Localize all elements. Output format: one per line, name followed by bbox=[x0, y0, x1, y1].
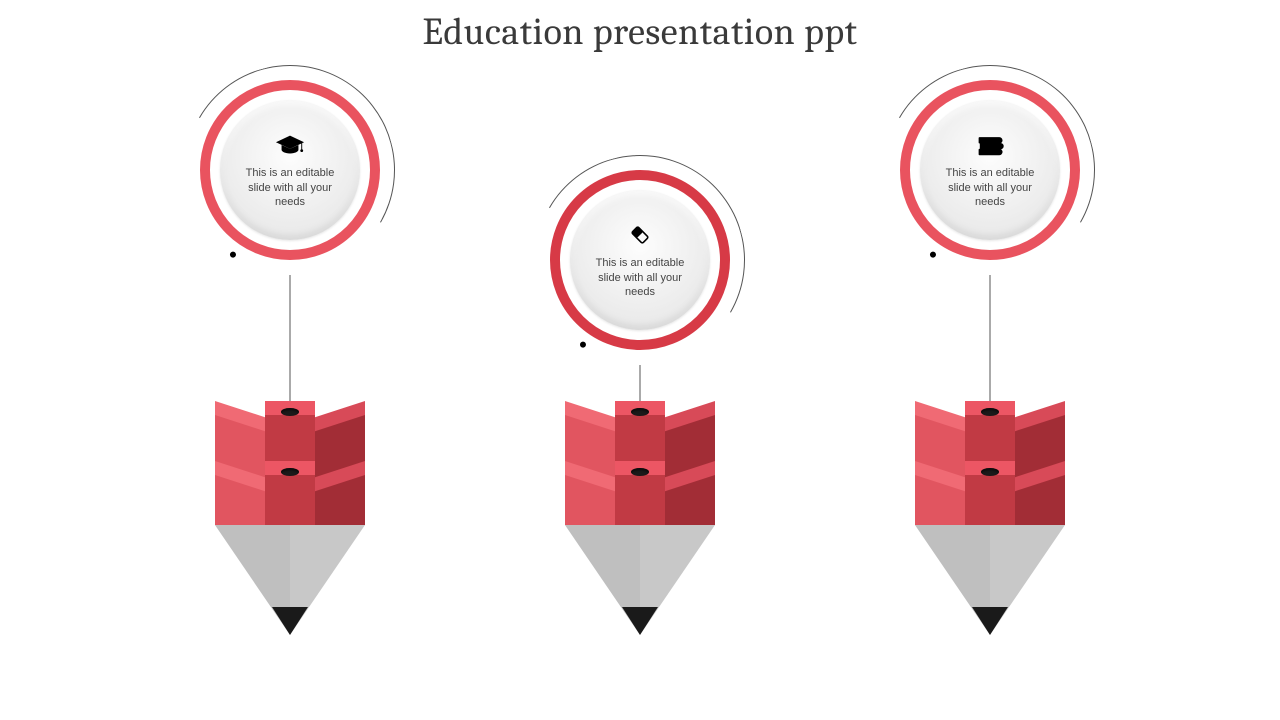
eraser-icon bbox=[627, 222, 653, 248]
graduation-cap-icon bbox=[275, 133, 305, 157]
graduation-cap-icon bbox=[275, 130, 305, 160]
orbit-dot bbox=[579, 341, 586, 348]
badge-inner: This is an editable slide with all your … bbox=[220, 100, 360, 240]
pencil-shape bbox=[215, 415, 365, 655]
badge-inner: This is an editable slide with all your … bbox=[920, 100, 1060, 240]
pencil-hex-segment bbox=[915, 415, 1065, 465]
eraser-icon bbox=[625, 220, 655, 250]
pencil-tip bbox=[565, 525, 715, 655]
badge-inner: This is an editable slide with all your … bbox=[570, 190, 710, 330]
pencil-hex-segment bbox=[915, 475, 1065, 525]
infographic-item: This is an editable slide with all your … bbox=[490, 0, 790, 720]
pencil-hex-segment bbox=[215, 475, 365, 525]
pencil-tip bbox=[915, 525, 1065, 655]
books-icon bbox=[975, 130, 1005, 160]
connector-line bbox=[990, 275, 991, 415]
circle-badge: This is an editable slide with all your … bbox=[535, 155, 745, 365]
items-container: This is an editable slide with all your … bbox=[0, 0, 1280, 720]
infographic-item: This is an editable slide with all your … bbox=[140, 0, 440, 720]
circle-badge: This is an editable slide with all your … bbox=[885, 65, 1095, 275]
badge-caption: This is an editable slide with all your … bbox=[585, 256, 695, 301]
books-icon bbox=[976, 133, 1004, 157]
pencil-tip bbox=[215, 525, 365, 655]
circle-badge: This is an editable slide with all your … bbox=[185, 65, 395, 275]
pencil-hex-segment bbox=[565, 475, 715, 525]
orbit-dot bbox=[929, 251, 936, 258]
pencil-shape bbox=[915, 415, 1065, 655]
orbit-dot bbox=[229, 251, 236, 258]
badge-caption: This is an editable slide with all your … bbox=[935, 166, 1045, 211]
pencil-hex-segment bbox=[215, 415, 365, 465]
pencil-shape bbox=[565, 415, 715, 655]
pencil-hex-segment bbox=[565, 415, 715, 465]
connector-line bbox=[290, 275, 291, 415]
badge-caption: This is an editable slide with all your … bbox=[235, 166, 345, 211]
infographic-item: This is an editable slide with all your … bbox=[840, 0, 1140, 720]
